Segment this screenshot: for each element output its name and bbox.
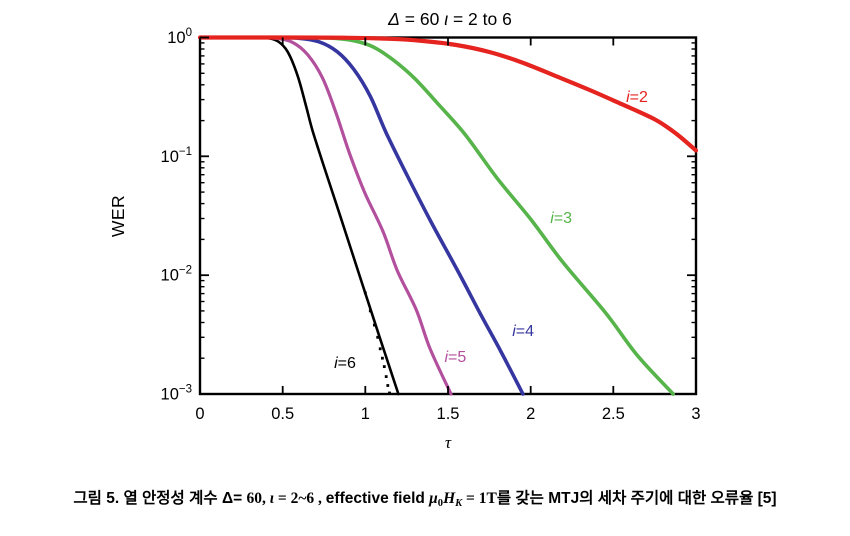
series-i2-curve xyxy=(197,35,699,153)
caption-segment: K xyxy=(455,497,463,509)
y-tick-label: 10−3 xyxy=(161,384,192,404)
series-i6-data-point xyxy=(388,391,391,395)
caption-segment: effective field xyxy=(325,490,430,507)
series-i6-data-point xyxy=(363,291,367,295)
x-axis-label: τ xyxy=(445,433,452,452)
y-tick-label: 10−2 xyxy=(161,265,192,285)
series-i6-label: i=6 xyxy=(334,355,356,372)
series-i6-data-point xyxy=(373,323,376,327)
x-tick-label: 2 xyxy=(526,405,535,423)
series-i6-data-point xyxy=(376,335,380,339)
x-tick-label: 0.5 xyxy=(271,405,294,423)
axis-box xyxy=(198,36,698,396)
x-tick-label: 1 xyxy=(361,405,370,423)
y-tick-label: 10−1 xyxy=(161,146,192,166)
caption-segment: = 2~6 , xyxy=(274,490,326,507)
series-i6-data-point xyxy=(384,375,388,378)
chart-title: Δ = 60 ι = 2 to 6 xyxy=(387,9,512,29)
series-i6-data-point xyxy=(386,384,390,387)
y-axis-label: WER xyxy=(108,195,128,237)
series-i5-label: i=5 xyxy=(444,349,466,366)
figure-caption: 그림 5. 열 안정성 계수 Δ= 60, ι = 2~6 , effectiv… xyxy=(0,489,850,511)
caption-segment: 60, xyxy=(246,490,270,507)
caption-segment: 를 갖는 MTJ의 세차 주기에 대한 오류율 [5] xyxy=(496,490,777,507)
series-i3-curve xyxy=(198,35,675,396)
x-tick-label: 3 xyxy=(691,405,700,423)
caption-segment: μ xyxy=(429,490,438,507)
series-i6-data-point xyxy=(368,309,372,313)
wer-vs-tau-chart: 0 0.5 1 1.5 2 2.5 3 100 10−1 10−2 10−3 Δ = 60 ι = 2… xyxy=(108,9,701,452)
series-i4-label: i=4 xyxy=(512,323,534,340)
x-tick-label: 0 xyxy=(195,405,204,423)
series-i4-curve xyxy=(198,35,525,396)
series-i6-data-point xyxy=(381,356,384,360)
caption-segment: = xyxy=(462,490,479,507)
x-tick-label: 1.5 xyxy=(437,405,460,423)
caption-segment: 그림 5. 열 안정성 계수 Δ= xyxy=(73,490,247,507)
caption-segment: H xyxy=(443,490,456,507)
y-tick-label: 100 xyxy=(167,27,192,47)
series-i6-data-point xyxy=(378,347,382,351)
series-i2-label: i=2 xyxy=(626,89,648,106)
series-i3-label: i=3 xyxy=(550,210,572,227)
caption-segment: ι xyxy=(269,490,275,507)
x-tick-label: 2.5 xyxy=(602,405,625,423)
series-i6-data-point xyxy=(382,365,386,368)
caption-segment: 0 xyxy=(437,497,444,509)
caption-segment: 1T xyxy=(478,490,497,507)
series-i5-curve xyxy=(198,35,453,396)
